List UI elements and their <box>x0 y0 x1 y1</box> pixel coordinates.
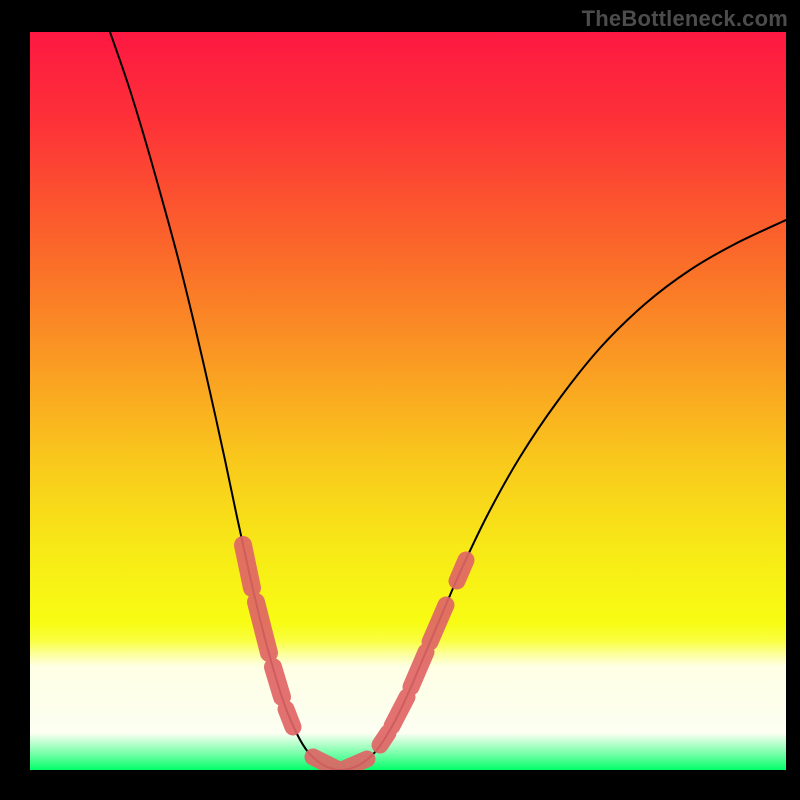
watermark-text: TheBottleneck.com <box>582 6 788 32</box>
bottleneck-chart <box>30 32 786 770</box>
chart-container: TheBottleneck.com <box>0 0 800 800</box>
